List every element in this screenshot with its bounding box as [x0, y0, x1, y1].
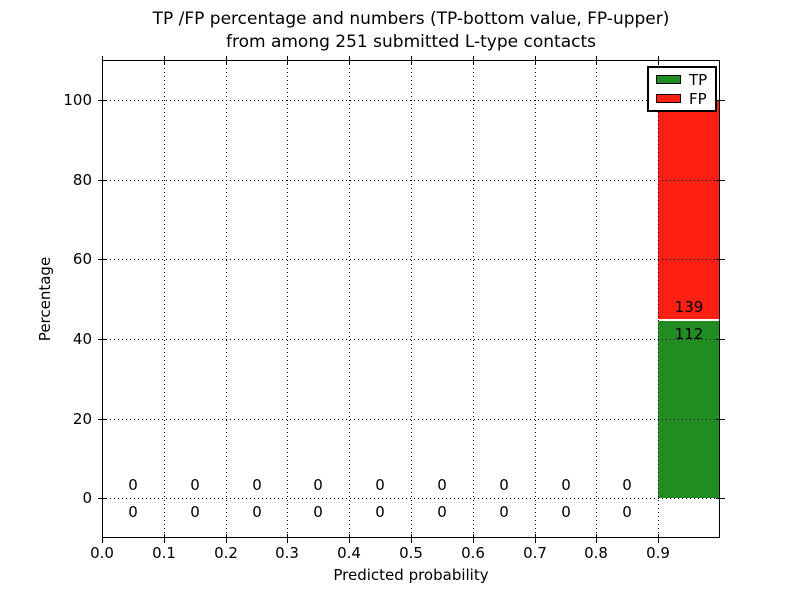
x-tick-label: 0.0 — [90, 544, 114, 562]
y-tick-label: 20 — [72, 410, 92, 428]
y-tick-mark — [716, 100, 725, 101]
x-tick-label: 0.4 — [337, 544, 361, 562]
x-tick-mark — [473, 56, 474, 65]
tp-count-label: 112 — [674, 325, 704, 343]
fp-count-label: 0 — [622, 476, 632, 494]
y-tick-mark — [716, 180, 725, 181]
fp-count-label: 0 — [437, 476, 447, 494]
fp-count-label: 0 — [128, 476, 138, 494]
fp-count-label: 0 — [561, 476, 571, 494]
x-tick-label: 0.3 — [275, 544, 299, 562]
x-gridline — [349, 60, 350, 538]
x-gridline — [411, 60, 412, 538]
x-gridline — [658, 60, 659, 538]
fp-count-label: 0 — [499, 476, 509, 494]
chart-title-line-1: TP /FP percentage and numbers (TP-bottom… — [152, 9, 670, 29]
y-tick-mark — [98, 180, 107, 181]
x-tick-label: 0.6 — [461, 544, 485, 562]
y-tick-mark — [716, 339, 725, 340]
x-tick-mark — [658, 56, 659, 65]
x-tick-mark — [102, 56, 103, 65]
y-tick-mark — [716, 498, 725, 499]
legend-entry-tp: TP — [656, 70, 715, 89]
tp-legend-label: TP — [689, 70, 708, 89]
x-gridline — [226, 60, 227, 538]
x-gridline — [535, 60, 536, 538]
y-gridline — [102, 498, 720, 499]
fp-legend-label: FP — [689, 89, 707, 108]
x-tick-mark — [473, 534, 474, 543]
chart-legend: TP FP — [647, 66, 717, 112]
x-tick-mark — [226, 534, 227, 543]
x-tick-mark — [287, 56, 288, 65]
x-tick-mark — [102, 534, 103, 543]
x-tick-label: 0.2 — [214, 544, 238, 562]
x-tick-label: 0.1 — [152, 544, 176, 562]
tp-bar-segment — [658, 320, 720, 498]
x-tick-mark — [349, 56, 350, 65]
x-tick-mark — [596, 56, 597, 65]
tp-count-label: 0 — [622, 503, 632, 521]
y-gridline — [102, 180, 720, 181]
x-tick-mark — [411, 56, 412, 65]
x-tick-label: 0.7 — [523, 544, 547, 562]
tp-count-label: 0 — [437, 503, 447, 521]
y-tick-label: 0 — [82, 489, 92, 507]
y-tick-mark — [98, 339, 107, 340]
fp-legend-swatch — [656, 94, 681, 103]
tp-count-label: 0 — [375, 503, 385, 521]
y-tick-label: 40 — [72, 330, 92, 348]
tp-count-label: 0 — [561, 503, 571, 521]
fp-count-label: 0 — [190, 476, 200, 494]
x-axis-label: Predicted probability — [333, 566, 489, 584]
y-tick-mark — [98, 419, 107, 420]
y-tick-mark — [98, 498, 107, 499]
bar-segment-divider — [658, 319, 720, 321]
x-tick-mark — [164, 56, 165, 65]
x-tick-mark — [287, 534, 288, 543]
x-tick-label: 0.5 — [399, 544, 423, 562]
x-gridline — [473, 60, 474, 538]
chart-title-line-2: from among 251 submitted L-type contacts — [225, 32, 596, 52]
x-tick-label: 0.8 — [584, 544, 608, 562]
x-tick-mark — [349, 534, 350, 543]
x-tick-mark — [596, 534, 597, 543]
tp-count-label: 0 — [313, 503, 323, 521]
x-tick-mark — [164, 534, 165, 543]
tp-count-label: 0 — [252, 503, 262, 521]
x-tick-mark — [535, 56, 536, 65]
y-gridline — [102, 259, 720, 260]
fp-count-label: 0 — [252, 476, 262, 494]
y-gridline — [102, 339, 720, 340]
x-tick-mark — [658, 534, 659, 543]
tp-count-label: 0 — [190, 503, 200, 521]
x-tick-mark — [535, 534, 536, 543]
chart-title: TP /FP percentage and numbers (TP-bottom… — [102, 8, 720, 54]
fp-count-label: 0 — [313, 476, 323, 494]
x-tick-mark — [411, 534, 412, 543]
y-tick-label: 60 — [72, 250, 92, 268]
y-tick-label: 80 — [72, 171, 92, 189]
x-gridline — [164, 60, 165, 538]
x-gridline — [287, 60, 288, 538]
legend-entry-fp: FP — [656, 89, 715, 108]
fp-count-label: 139 — [674, 298, 704, 316]
y-gridline — [102, 419, 720, 420]
y-tick-mark — [98, 100, 107, 101]
y-tick-mark — [98, 259, 107, 260]
y-tick-mark — [716, 419, 725, 420]
y-tick-mark — [716, 259, 725, 260]
x-gridline — [596, 60, 597, 538]
tp-count-label: 0 — [499, 503, 509, 521]
y-tick-label: 100 — [63, 91, 92, 109]
tp-legend-swatch — [656, 75, 681, 84]
x-tick-mark — [226, 56, 227, 65]
x-tick-label: 0.9 — [646, 544, 670, 562]
tp-count-label: 0 — [128, 503, 138, 521]
fp-count-label: 0 — [375, 476, 385, 494]
y-gridline — [102, 100, 720, 101]
fp-bar-segment — [658, 100, 720, 321]
